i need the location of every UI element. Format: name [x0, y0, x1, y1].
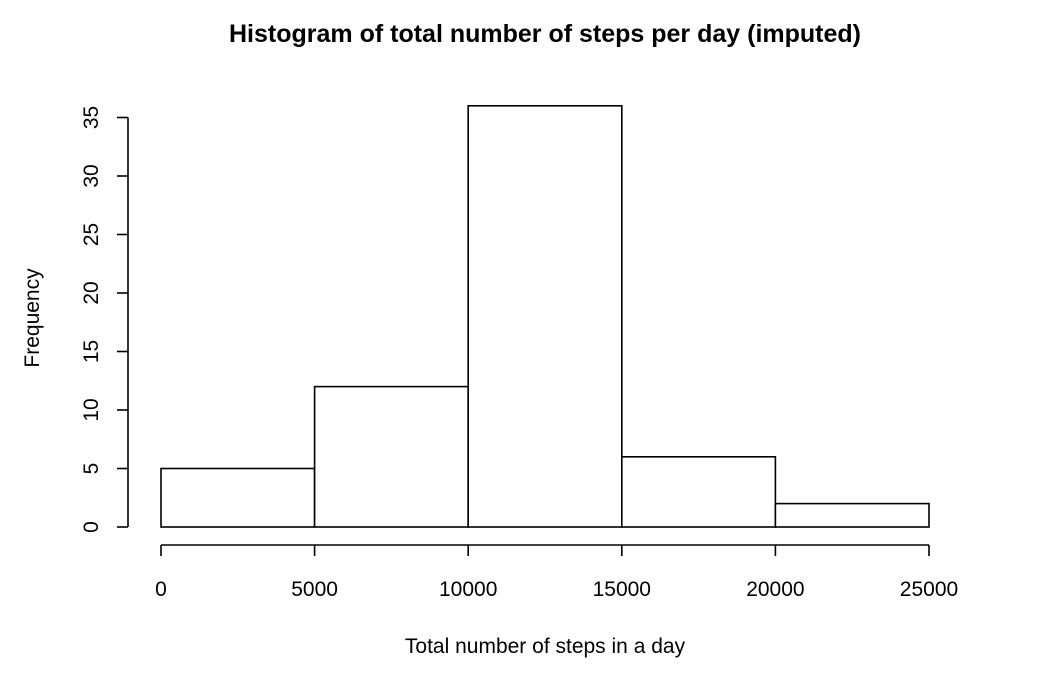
histogram-bar-2	[467, 105, 623, 528]
x-tick-label-3: 15000	[593, 578, 651, 601]
y-axis: 0 5 10 15 20 25 30 35	[80, 106, 129, 533]
y-tick-label-4: 20	[80, 281, 103, 304]
x-tick-label-5: 25000	[900, 578, 958, 601]
x-tick-label-2: 10000	[439, 578, 497, 601]
histogram-bar-0	[160, 467, 316, 528]
chart-title: Histogram of total number of steps per d…	[229, 20, 861, 48]
histogram-bar-4	[774, 502, 930, 528]
bars	[160, 105, 930, 528]
y-axis-label: Frequency	[21, 268, 44, 368]
y-tick-label-0: 0	[80, 521, 103, 533]
x-tick-label-4: 20000	[746, 578, 804, 601]
x-axis: 0 5000 10000 15000 20000 25000	[155, 544, 958, 601]
y-tick-label-6: 30	[80, 164, 103, 187]
x-tick-label-0: 0	[155, 578, 167, 601]
histogram-bar-3	[620, 455, 777, 528]
y-tick-label-7: 35	[80, 106, 103, 129]
histogram-bar-1	[313, 385, 470, 528]
x-tick-label-1: 5000	[291, 578, 338, 601]
y-tick-label-3: 15	[80, 340, 103, 363]
y-tick-label-1: 5	[80, 463, 103, 475]
y-tick-label-2: 10	[80, 398, 103, 421]
y-tick-label-5: 25	[80, 223, 103, 246]
x-axis-label: Total number of steps in a day	[405, 635, 686, 658]
